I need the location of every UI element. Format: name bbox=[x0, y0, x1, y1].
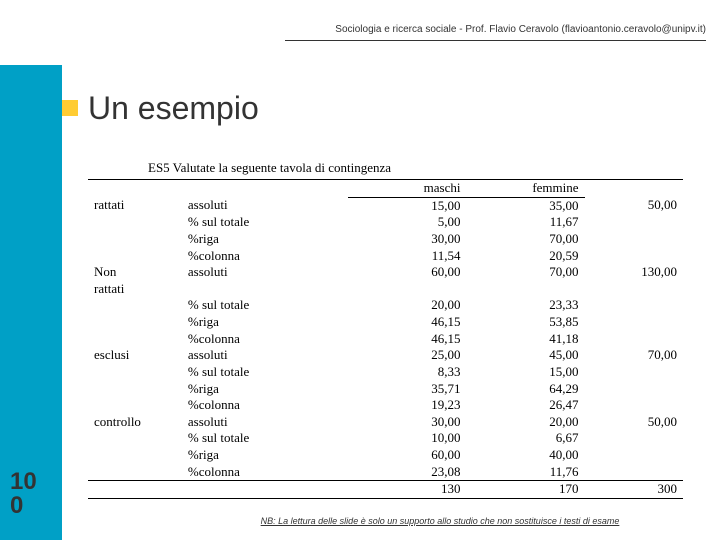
cell: 11,54 bbox=[348, 248, 466, 265]
cell: 23,08 bbox=[348, 464, 466, 481]
accent-square bbox=[62, 100, 78, 116]
measure-label: %riga bbox=[182, 381, 349, 398]
slide-number-line2: 0 bbox=[10, 492, 23, 519]
cell: 30,00 bbox=[348, 231, 466, 248]
contingency-table: ES5 Valutate la seguente tavola di conti… bbox=[88, 160, 683, 499]
total-f: 170 bbox=[466, 481, 584, 499]
cell: 6,67 bbox=[466, 430, 584, 447]
measure-label: %colonna bbox=[182, 397, 349, 414]
cell: 60,00 bbox=[348, 264, 466, 281]
group-label: controllo bbox=[88, 414, 182, 431]
cell: 60,00 bbox=[348, 447, 466, 464]
slide-number-line1: 10 bbox=[10, 468, 37, 495]
measure-label: %colonna bbox=[182, 331, 349, 348]
grand-total: 300 bbox=[585, 481, 683, 499]
cell-total: 50,00 bbox=[585, 197, 683, 214]
cell: 15,00 bbox=[348, 197, 466, 214]
measure-label: assoluti bbox=[182, 197, 349, 214]
cell-total: 130,00 bbox=[585, 264, 683, 281]
cell: 26,47 bbox=[466, 397, 584, 414]
cell: 30,00 bbox=[348, 414, 466, 431]
group-label: esclusi bbox=[88, 347, 182, 364]
measure-label: % sul totale bbox=[182, 430, 349, 447]
cell: 8,33 bbox=[348, 364, 466, 381]
cell-total bbox=[585, 214, 683, 231]
cell-total: 50,00 bbox=[585, 414, 683, 431]
cell: 20,00 bbox=[348, 297, 466, 314]
cell: 35,71 bbox=[348, 381, 466, 398]
measure-label: % sul totale bbox=[182, 214, 349, 231]
cell: 11,76 bbox=[466, 464, 584, 481]
header-underline bbox=[285, 40, 706, 41]
measure-label: %colonna bbox=[182, 464, 349, 481]
group-label: Non bbox=[88, 264, 182, 281]
cell: 46,15 bbox=[348, 331, 466, 348]
measure-label: %riga bbox=[182, 447, 349, 464]
cell: 10,00 bbox=[348, 430, 466, 447]
measure-label: assoluti bbox=[182, 414, 349, 431]
cell-total: 70,00 bbox=[585, 347, 683, 364]
cell: 20,59 bbox=[466, 248, 584, 265]
measure-label: %riga bbox=[182, 314, 349, 331]
group-label: rattati bbox=[88, 197, 182, 214]
cell: 40,00 bbox=[466, 447, 584, 464]
group-label: rattati bbox=[88, 281, 182, 298]
measure-label: % sul totale bbox=[182, 364, 349, 381]
measure-label: assoluti bbox=[182, 347, 349, 364]
cell: 11,67 bbox=[466, 214, 584, 231]
cell: 46,15 bbox=[348, 314, 466, 331]
cell: 35,00 bbox=[466, 197, 584, 214]
col-header-femmine: femmine bbox=[466, 180, 584, 198]
table-caption: ES5 Valutate la seguente tavola di conti… bbox=[88, 160, 683, 176]
col-header-maschi: maschi bbox=[348, 180, 466, 198]
cell: 20,00 bbox=[466, 414, 584, 431]
cell: 5,00 bbox=[348, 214, 466, 231]
slide-title: Un esempio bbox=[88, 90, 259, 127]
cell: 45,00 bbox=[466, 347, 584, 364]
measure-label: % sul totale bbox=[182, 297, 349, 314]
slide-footer: NB: La lettura delle slide è solo un sup… bbox=[0, 516, 720, 526]
cell: 70,00 bbox=[466, 264, 584, 281]
cell: 15,00 bbox=[466, 364, 584, 381]
total-m: 130 bbox=[348, 481, 466, 499]
measure-label: assoluti bbox=[182, 264, 349, 281]
measure-label: %riga bbox=[182, 231, 349, 248]
slide-header: Sociologia e ricerca sociale - Prof. Fla… bbox=[0, 24, 720, 35]
cell: 64,29 bbox=[466, 381, 584, 398]
cell: 70,00 bbox=[466, 231, 584, 248]
cell: 23,33 bbox=[466, 297, 584, 314]
measure-label: %colonna bbox=[182, 248, 349, 265]
slide-number: 10 0 bbox=[10, 470, 37, 518]
cell: 19,23 bbox=[348, 397, 466, 414]
data-table: maschi femmine rattati assoluti 15,00 35… bbox=[88, 179, 683, 499]
cell: 53,85 bbox=[466, 314, 584, 331]
cell: 41,18 bbox=[466, 331, 584, 348]
cell: 25,00 bbox=[348, 347, 466, 364]
